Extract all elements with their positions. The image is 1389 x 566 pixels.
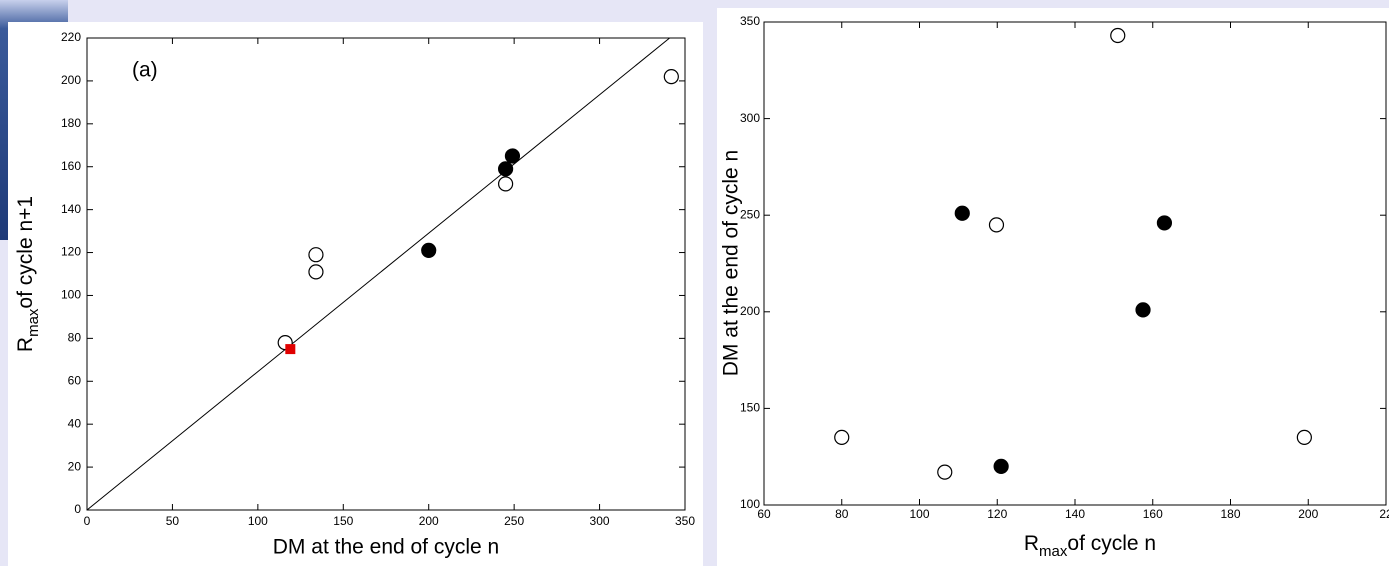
y-tick-label: 20 — [68, 459, 82, 473]
y-tick-label: 250 — [740, 207, 760, 221]
annotation: (a) — [132, 59, 158, 82]
plot-frame — [86, 37, 686, 511]
x-tick-label: 120 — [987, 507, 1007, 521]
reference-line — [86, 37, 670, 511]
marker — [663, 69, 679, 85]
y-tick-label: 300 — [740, 111, 760, 125]
y-tick-label: 200 — [61, 73, 81, 87]
x-tick-label: 150 — [333, 514, 353, 528]
y-tick-label: 220 — [61, 30, 81, 44]
y-tick-label: 0 — [74, 502, 81, 516]
marker — [834, 429, 850, 445]
marker — [285, 344, 296, 355]
x-tick-label: 180 — [1220, 507, 1240, 521]
marker — [993, 458, 1009, 474]
y-tick-label: 200 — [740, 304, 760, 318]
x-tick-label: 100 — [248, 514, 268, 528]
marker — [498, 161, 514, 177]
x-tick-label: 50 — [166, 514, 180, 528]
x-tick-label: 250 — [504, 514, 524, 528]
marker — [421, 242, 437, 258]
x-axis-label: DM at the end of cycle n — [273, 536, 499, 559]
marker — [937, 464, 953, 480]
marker — [308, 247, 324, 263]
y-tick-label: 60 — [68, 373, 82, 387]
x-tick-label: 0 — [84, 514, 91, 528]
x-tick-label: 300 — [590, 514, 610, 528]
y-tick-label: 40 — [68, 416, 82, 430]
x-tick-label: 80 — [835, 507, 849, 521]
x-axis-label: Rmaxof cycle n — [1024, 532, 1156, 561]
axis-label-part: max — [25, 308, 42, 337]
marker — [1156, 215, 1173, 231]
x-tick-label: 22 — [1379, 507, 1389, 521]
axis-label-part: R — [1024, 532, 1039, 555]
y-tick-label: 100 — [61, 288, 81, 302]
marker — [988, 217, 1005, 233]
marker — [1296, 429, 1312, 445]
axis-label-part: of cycle n — [1067, 532, 1156, 555]
y-tick-label: 350 — [740, 14, 760, 28]
marker — [1135, 302, 1151, 318]
x-tick-label: 200 — [1298, 507, 1318, 521]
y-tick-label: 80 — [68, 331, 82, 345]
axis-label-part: of cycle n+1 — [14, 196, 37, 309]
y-tick-label: 160 — [61, 159, 81, 173]
x-tick-label: 100 — [909, 507, 929, 521]
axis-label-part: R — [14, 337, 37, 352]
y-tick-label: 120 — [61, 245, 81, 259]
y-axis-label: DM at the end of cycle n — [720, 150, 743, 376]
y-tick-label: 140 — [61, 202, 81, 216]
y-axis-label: Rmaxof cycle n+1 — [14, 196, 43, 352]
y-tick-label: 150 — [740, 401, 760, 415]
left-panel — [8, 22, 703, 566]
marker — [504, 148, 521, 164]
y-tick-label: 100 — [740, 497, 760, 511]
x-tick-label: 140 — [1065, 507, 1085, 521]
x-tick-label: 350 — [675, 514, 695, 528]
y-tick-label: 180 — [61, 116, 81, 130]
right-panel — [717, 8, 1389, 566]
marker — [308, 264, 324, 280]
x-tick-label: 200 — [419, 514, 439, 528]
x-tick-label: 60 — [757, 507, 771, 521]
x-tick-label: 160 — [1143, 507, 1163, 521]
marker — [954, 205, 970, 221]
axis-label-part: max — [1039, 543, 1068, 560]
marker — [498, 176, 514, 192]
marker — [1110, 27, 1126, 44]
